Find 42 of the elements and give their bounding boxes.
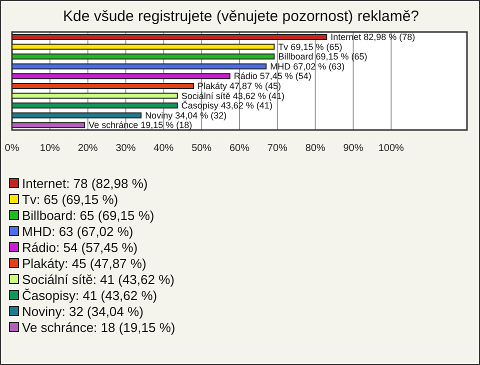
chart-title: Kde všude registrujete (věnujete pozornost) reklamě? bbox=[62, 8, 420, 25]
bar bbox=[12, 34, 328, 40]
data-label: MHD 67,02 % (63) bbox=[270, 61, 345, 72]
data-label: Ve schránce 19,15 % (18) bbox=[88, 120, 192, 130]
text: MHD: 63 (67,02 %) bbox=[22, 224, 134, 238]
x-tick-label: 30% bbox=[116, 143, 136, 154]
bar bbox=[12, 82, 194, 89]
bar bbox=[12, 102, 178, 109]
x-tick-label: 70% bbox=[267, 143, 288, 154]
text: Rádio: 54 (57,45 %) bbox=[22, 240, 138, 254]
x-tick-label: 20% bbox=[78, 143, 98, 154]
text: Billboard: 65 (69,15 %) bbox=[22, 208, 154, 222]
data-label: Sociální sítě 43,62 % (41) bbox=[181, 90, 284, 101]
x-tick-label: 10% bbox=[40, 143, 60, 154]
x-tick-label: 100% bbox=[378, 143, 404, 154]
bar bbox=[12, 73, 230, 80]
text: Sociální sítě: 41 (43,62 %) bbox=[22, 272, 174, 286]
text: Tv: 65 (69,15 %) bbox=[22, 192, 118, 206]
bar bbox=[12, 92, 178, 99]
x-tick-label: 60% bbox=[229, 143, 250, 154]
data-label: Plakáty 47,87 % (45) bbox=[198, 80, 282, 91]
data-label: Noviny 34,04 % (32) bbox=[145, 110, 227, 120]
bar bbox=[12, 54, 275, 60]
bar bbox=[12, 63, 267, 70]
text: Internet: 78 (82,98 %) bbox=[22, 176, 148, 190]
data-label: Tv 69,15 % (65) bbox=[278, 42, 342, 52]
bar bbox=[12, 122, 86, 128]
data-label: Internet 82,98 % (78) bbox=[330, 32, 416, 42]
data-label: Časopisy 43,62 % (41) bbox=[181, 100, 272, 111]
x-tick-label: 0% bbox=[4, 143, 20, 154]
x-tick-label: 50% bbox=[192, 143, 212, 154]
x-tick-label: 80% bbox=[305, 143, 326, 154]
data-label: Rádio 57,45 % (54) bbox=[234, 71, 312, 82]
text: Ve schránce: 18 (19,15 %) bbox=[22, 320, 176, 334]
bar bbox=[12, 112, 142, 118]
data-label: Billboard 69,15 % (65) bbox=[278, 52, 368, 62]
x-tick-label: 90% bbox=[343, 143, 364, 154]
bar bbox=[12, 44, 275, 50]
x-tick-label: 40% bbox=[154, 143, 174, 154]
text: Noviny: 32 (34,04 %) bbox=[22, 304, 144, 318]
text: Plakáty: 45 (47,87 %) bbox=[22, 256, 146, 270]
text: Časopisy: 41 (43,62 %) bbox=[22, 288, 158, 302]
